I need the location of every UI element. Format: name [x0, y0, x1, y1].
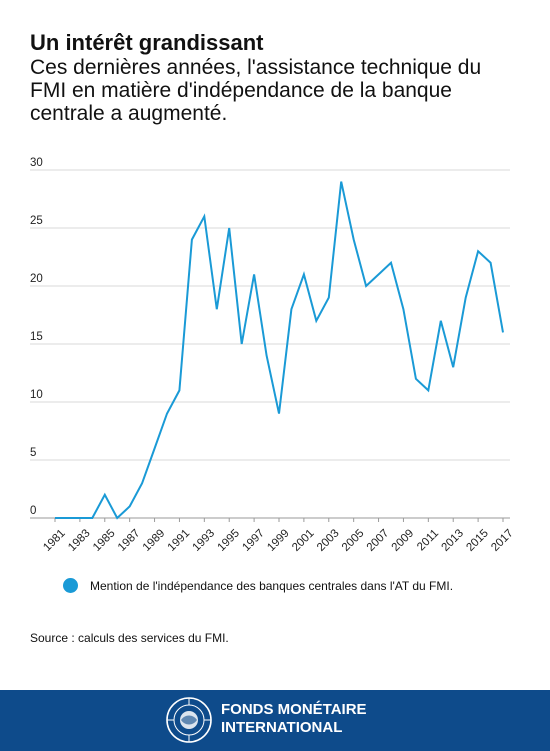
organization-name-line1: FONDS MONÉTAIRE [221, 701, 367, 718]
y-tick-label: 20 [30, 273, 43, 285]
x-tick-label: 2011 [415, 527, 441, 553]
x-tick-label: 1993 [191, 527, 218, 554]
x-tick-label: 1987 [116, 527, 143, 554]
y-tick-label: 0 [30, 505, 36, 517]
x-tick-label: 1981 [41, 527, 68, 554]
x-tick-label: 1991 [166, 527, 193, 554]
x-tick-label: 1995 [215, 527, 242, 554]
chart-title: Un intérêt grandissant [30, 30, 264, 55]
chart-subtitle: Ces dernières années, l'assistance techn… [30, 56, 482, 125]
y-tick-label: 30 [30, 157, 43, 169]
x-tick-label: 1989 [141, 527, 168, 554]
footer-banner: FONDS MONÉTAIRE INTERNATIONAL [0, 690, 550, 751]
organization-name-line2: INTERNATIONAL [221, 719, 343, 736]
source-note: Source : calculs des services du FMI. [30, 631, 229, 645]
y-tick-label: 5 [30, 447, 36, 459]
x-tick-label: 1985 [91, 527, 118, 554]
x-tick-label: 1997 [240, 527, 267, 554]
x-tick-label: 2007 [365, 527, 392, 554]
y-tick-label: 15 [30, 331, 43, 343]
x-tick-label: 1999 [265, 527, 292, 554]
series-line [55, 181, 504, 520]
chart-legend: Mention de l'indépendance des banques ce… [63, 578, 453, 593]
x-tick-label: 2017 [489, 527, 516, 554]
y-tick-label: 25 [30, 215, 43, 227]
x-tick-label: 2015 [464, 527, 491, 554]
x-tick-label: 2013 [439, 527, 466, 554]
organization-name: FONDS MONÉTAIRE INTERNATIONAL [221, 701, 367, 737]
legend-label: Mention de l'indépendance des banques ce… [90, 578, 454, 593]
x-tick-label: 2003 [315, 527, 342, 554]
x-tick-label: 2001 [290, 527, 317, 554]
y-tick-label: 10 [30, 389, 43, 401]
x-tick-label: 2005 [340, 527, 367, 554]
x-tick-label: 1983 [66, 527, 93, 554]
legend-marker [63, 578, 78, 593]
x-tick-label: 2009 [390, 527, 417, 554]
imf-seal-icon [166, 697, 212, 743]
